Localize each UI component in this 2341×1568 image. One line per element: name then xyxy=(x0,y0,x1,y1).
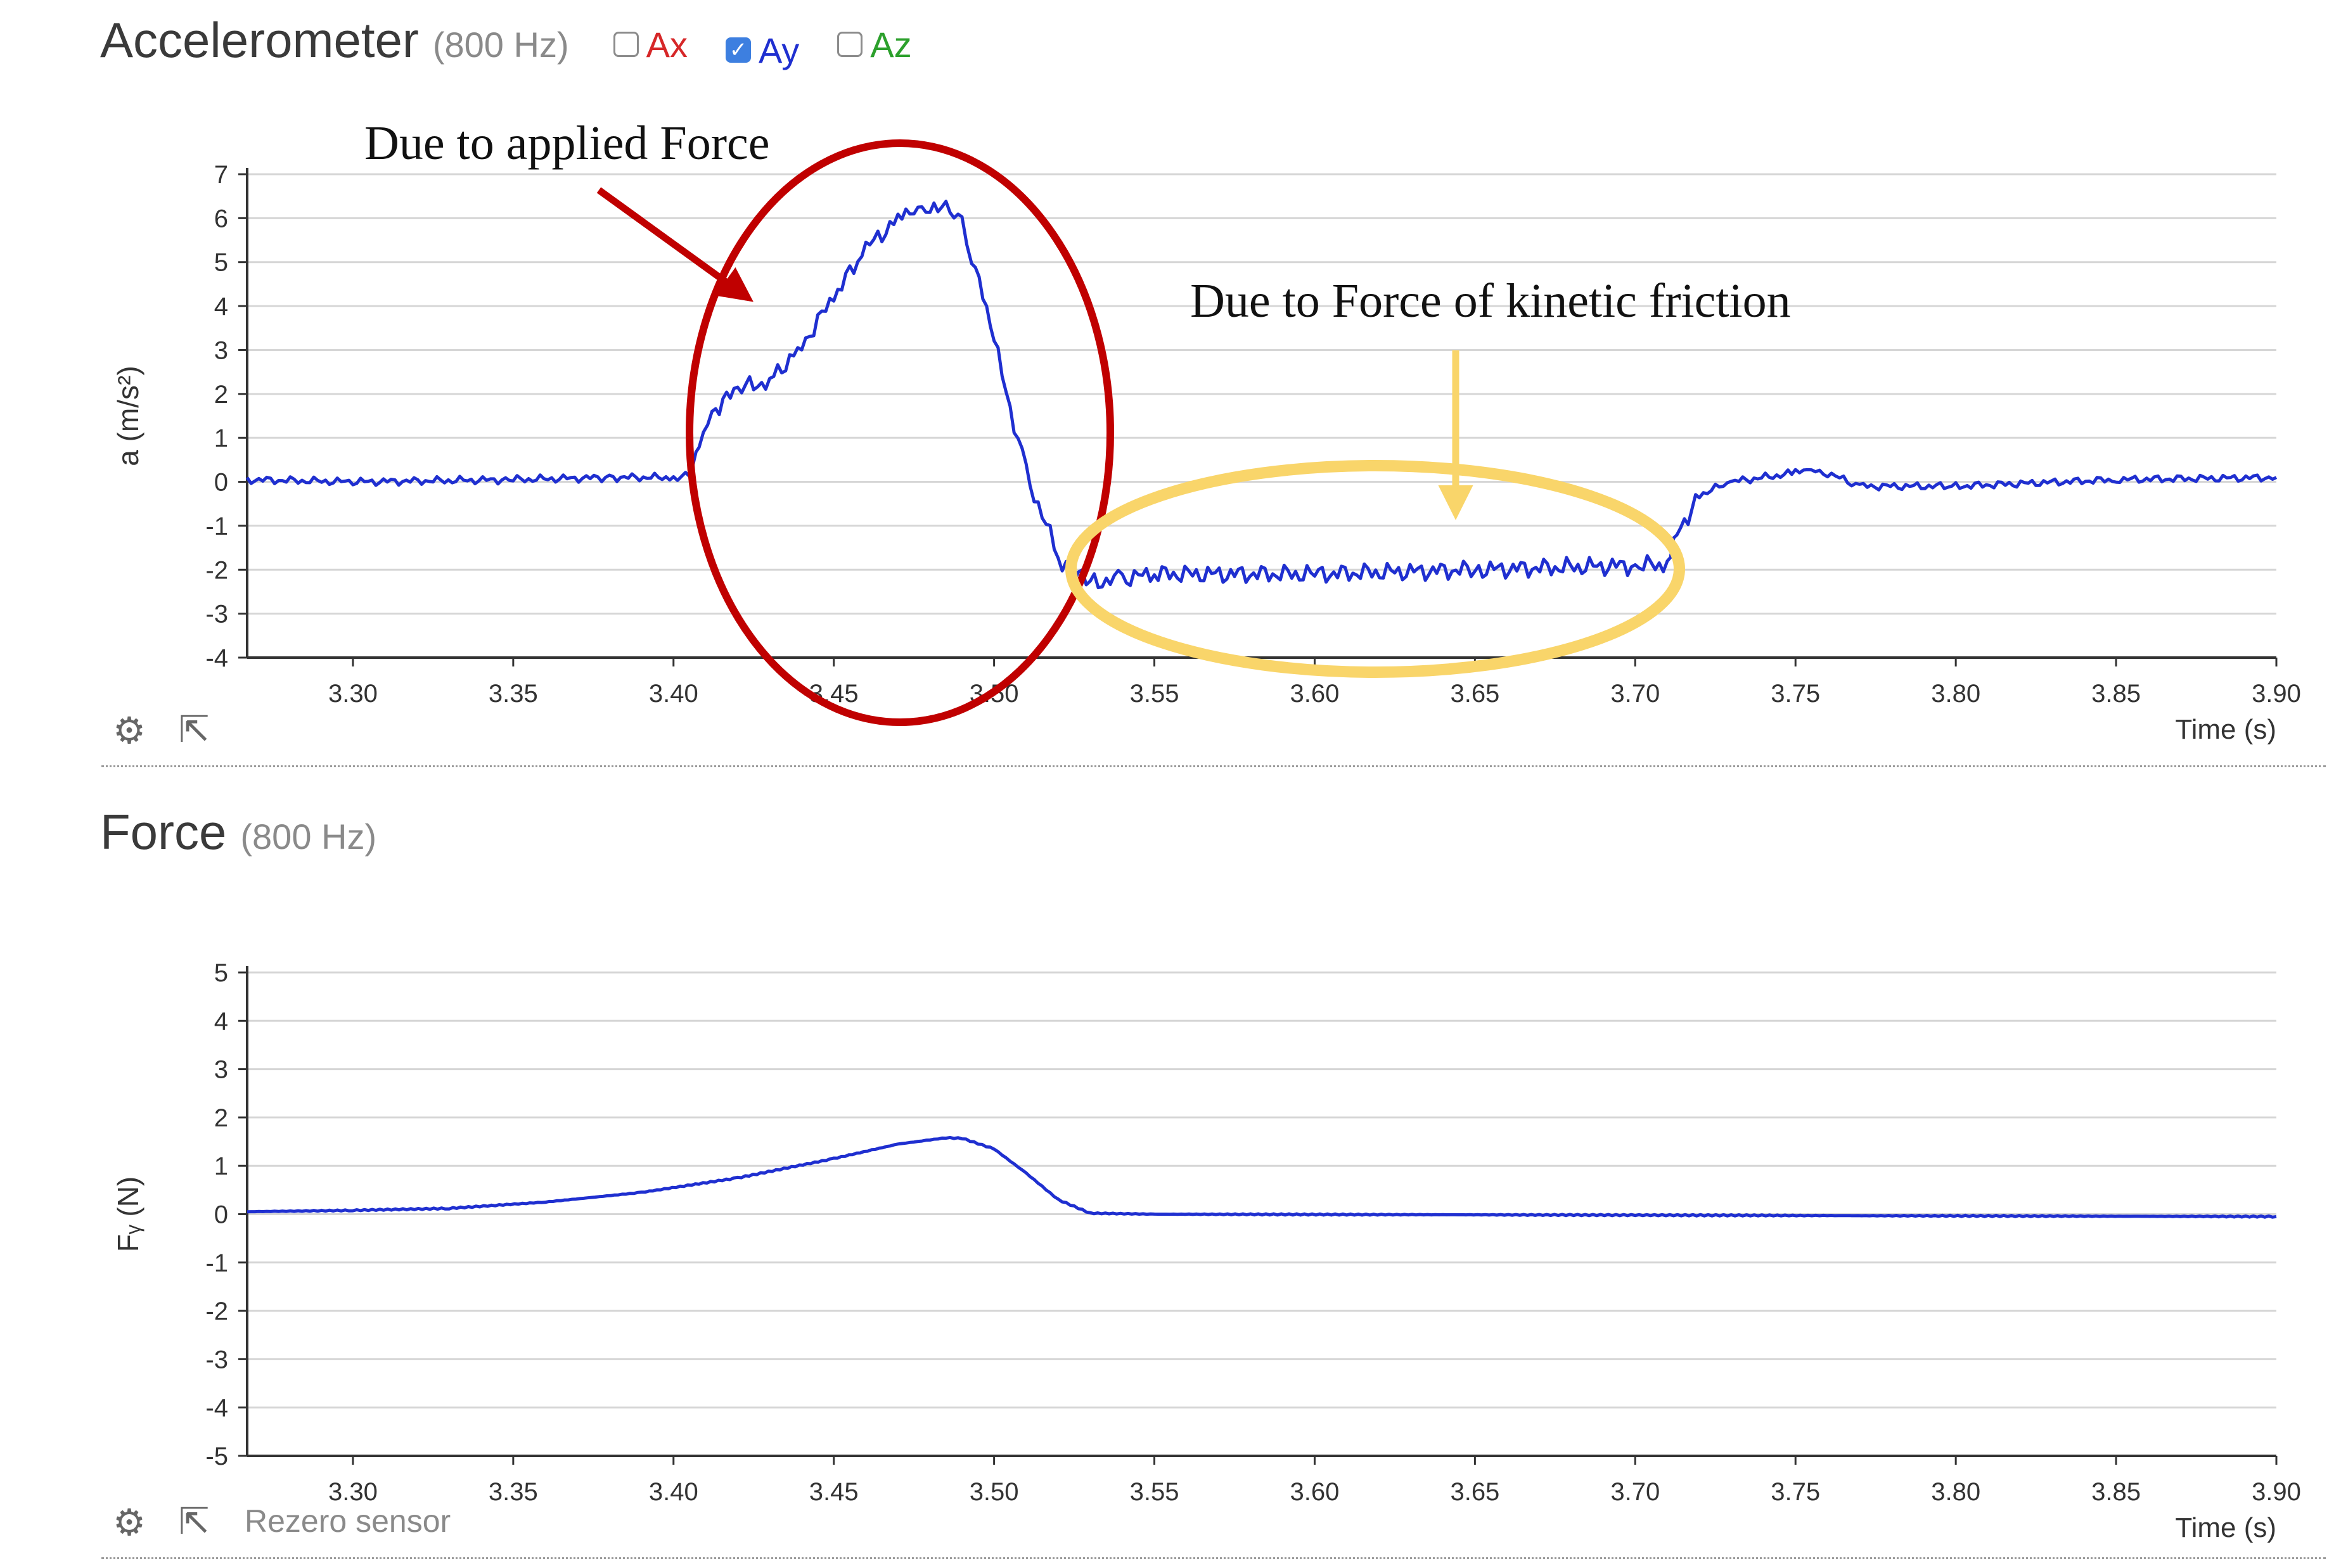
accelerometer-header: Accelerometer (800 Hz) Ax ✓ Ay Az xyxy=(100,11,912,71)
force-y-tick-label: 0 xyxy=(214,1201,228,1229)
acc-x-tick-label: 3.65 xyxy=(1450,680,1499,708)
accelerometer-chart: 7 6 5 4 3 2 1 0 -1 -2 -3 -4 3.30 3.35 3.40 3.45 3.50 3.55… xyxy=(112,161,2301,745)
acc-x-tick-label: 3.45 xyxy=(809,680,859,708)
section-divider xyxy=(101,765,2326,767)
force-x-tick-label: 3.35 xyxy=(489,1478,538,1506)
acc-x-tick-label: 3.40 xyxy=(649,680,698,708)
accelerometer-gear-icon[interactable]: ⚙ xyxy=(113,709,146,752)
acc-x-tick-label: 3.30 xyxy=(328,680,378,708)
acc-x-tick-label: 3.90 xyxy=(2252,680,2301,708)
acc-y-tick-label: -3 xyxy=(205,601,228,628)
acc-x-tick-label: 3.85 xyxy=(2091,680,2141,708)
acc-x-axis-label: Time (s) xyxy=(2175,714,2276,745)
kinetic-friction-annotation: Due to Force of kinetic friction xyxy=(1190,274,1791,328)
acc-x-tick-label: 3.75 xyxy=(1771,680,1820,708)
acc-y-tick-label: 4 xyxy=(214,293,228,321)
force-rate: (800 Hz) xyxy=(240,817,377,857)
force-x-tick-label: 3.80 xyxy=(1931,1478,1980,1506)
force-y-tick-label: -1 xyxy=(205,1249,228,1277)
force-x-axis-label: Time (s) xyxy=(2175,1512,2276,1543)
force-x-tick-label: 3.40 xyxy=(649,1478,698,1506)
accelerometer-rate: (800 Hz) xyxy=(432,25,569,65)
force-header: Force (800 Hz) xyxy=(100,803,376,861)
acc-x-tick-label: 3.70 xyxy=(1610,680,1660,708)
force-x-tick-label: 3.45 xyxy=(809,1478,859,1506)
force-x-tick-label: 3.70 xyxy=(1610,1478,1660,1506)
force-y-tick-label: -3 xyxy=(205,1346,228,1374)
checkbox-az-box[interactable] xyxy=(837,32,863,57)
acc-x-tick-label: 3.60 xyxy=(1290,680,1340,708)
bottom-divider xyxy=(101,1557,2326,1559)
acc-y-axis-label: a (m/s²) xyxy=(112,366,144,466)
force-x-tick-label: 3.50 xyxy=(970,1478,1019,1506)
force-y-tick-label: -4 xyxy=(205,1394,228,1422)
acc-x-tick-label: 3.55 xyxy=(1130,680,1179,708)
force-title: Force xyxy=(100,804,227,860)
force-x-tick-label: 3.75 xyxy=(1771,1478,1820,1506)
force-y-tick-label: 4 xyxy=(214,1007,228,1035)
acc-y-tick-label: -1 xyxy=(205,513,228,540)
checkbox-az[interactable]: Az xyxy=(837,24,912,65)
force-x-tick-label: 3.55 xyxy=(1130,1478,1179,1506)
acc-x-tick-label: 3.80 xyxy=(1931,680,1980,708)
force-x-tick-label: 3.90 xyxy=(2252,1478,2301,1506)
force-y-tick-label: 3 xyxy=(214,1056,228,1084)
force-external-link-icon[interactable]: ⇱ xyxy=(179,1500,210,1543)
accelerometer-external-link-icon[interactable]: ⇱ xyxy=(179,708,210,751)
acc-y-tick-label: 5 xyxy=(214,249,228,277)
checkbox-ay-box[interactable]: ✓ xyxy=(725,37,751,63)
checkbox-ax-label: Ax xyxy=(646,24,688,65)
checkbox-ay-label: Ay xyxy=(758,30,800,70)
rezero-sensor-button[interactable]: Rezero sensor xyxy=(245,1503,451,1539)
acc-y-tick-label: -4 xyxy=(205,644,228,672)
force-y-tick-label: 2 xyxy=(214,1104,228,1132)
force-y-tick-label: 1 xyxy=(214,1152,228,1180)
acc-y-tick-label: 1 xyxy=(214,424,228,452)
acc-y-tick-label: 7 xyxy=(214,161,228,189)
acc-y-tick-label: -2 xyxy=(205,556,228,584)
force-x-tick-label: 3.30 xyxy=(328,1478,378,1506)
force-y-tick-label: -2 xyxy=(205,1297,228,1325)
accelerometer-title: Accelerometer xyxy=(100,12,419,68)
checkbox-ay[interactable]: ✓ Ay xyxy=(725,30,800,71)
acc-x-tick-label: 3.35 xyxy=(489,680,538,708)
force-y-tick-label: -5 xyxy=(205,1443,228,1470)
force-chart: 5 4 3 2 1 0 -1 -2 -3 -4 -5 3.30 3.35 3.40 3.45 3.50 3.55… xyxy=(112,959,2301,1543)
force-x-tick-label: 3.60 xyxy=(1290,1478,1340,1506)
force-y-axis-label: Fᵧ (N) xyxy=(112,1176,144,1252)
acc-x-tick-label: 3.50 xyxy=(970,680,1019,708)
force-series-line xyxy=(247,1135,2277,1219)
checkbox-az-label: Az xyxy=(870,24,912,65)
acc-y-tick-label: 0 xyxy=(214,469,228,497)
acc-y-tick-label: 3 xyxy=(214,336,228,364)
force-gear-icon[interactable]: ⚙ xyxy=(113,1501,146,1544)
force-y-tick-label: 5 xyxy=(214,959,228,987)
acc-y-tick-label: 6 xyxy=(214,205,228,233)
checkbox-ax-box[interactable] xyxy=(613,32,639,57)
acc-y-tick-label: 2 xyxy=(214,381,228,409)
applied-force-annotation: Due to applied Force xyxy=(364,117,770,170)
force-x-tick-label: 3.65 xyxy=(1450,1478,1499,1506)
force-x-tick-label: 3.85 xyxy=(2091,1478,2141,1506)
checkbox-ax[interactable]: Ax xyxy=(613,24,688,65)
